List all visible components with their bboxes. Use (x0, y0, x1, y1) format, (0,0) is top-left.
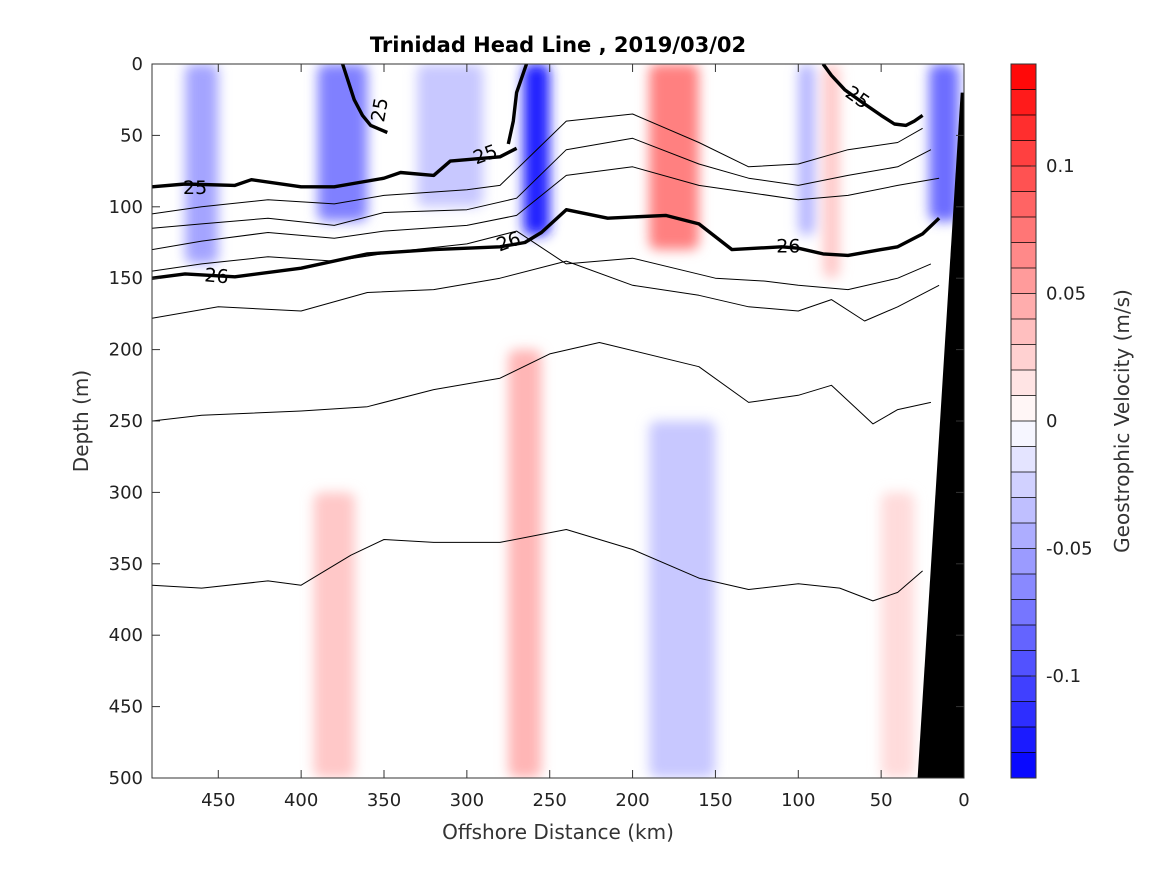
colorbar-cell (1011, 140, 1036, 167)
colorbar-tick-label: 0 (1046, 411, 1057, 432)
colorbar-cell (1011, 370, 1036, 396)
colorbar-cell (1011, 446, 1036, 473)
colorbar-cell (1011, 268, 1036, 294)
colorbar-cell (1011, 293, 1036, 320)
colorbar-cell (1011, 217, 1036, 243)
colorbar-cell (1011, 115, 1036, 141)
y-tick-label: 50 (120, 125, 143, 146)
velocity-patch (881, 492, 915, 778)
x-tick-label: 0 (958, 790, 969, 811)
x-tick-label: 400 (284, 790, 318, 811)
velocity-patch (798, 64, 815, 236)
y-tick-label: 300 (109, 482, 143, 503)
bottom-mask (917, 92, 964, 778)
colorbar-cell (1011, 752, 1036, 779)
colorbar-label: Geostrophic Velocity (m/s) (1110, 289, 1134, 553)
colorbar-cell (1011, 625, 1036, 651)
contour-line (152, 113, 923, 215)
x-tick-label: 350 (367, 790, 401, 811)
plot-background (152, 64, 964, 778)
contour-line (152, 230, 932, 291)
colorbar-tick-label: 0.05 (1046, 284, 1086, 305)
colorbar-cell (1011, 497, 1036, 524)
colorbar-cell (1011, 89, 1036, 116)
velocity-patch (508, 349, 542, 778)
contour-line-bold (340, 64, 388, 135)
y-axis-ticks: 0 50 100 150 200 250 300 350 400 450 500 (109, 54, 964, 789)
contour-line-bold (152, 146, 518, 189)
contour-line-bold (506, 64, 529, 145)
y-tick-label: 400 (109, 625, 143, 646)
x-axis-label: Offshore Distance (km) (442, 820, 674, 844)
velocity-patch (185, 64, 219, 264)
colorbar-cell (1011, 64, 1036, 90)
contour-label: 26 (204, 264, 230, 288)
contour-label-group: 25 (183, 177, 207, 199)
y-tick-label: 450 (109, 697, 143, 718)
colorbar-cell (1011, 421, 1036, 447)
colorbar-cell (1011, 650, 1036, 677)
x-tick-label: 100 (781, 790, 815, 811)
colorbar-cell (1011, 701, 1036, 728)
contour-line (152, 342, 932, 425)
colorbar-cell (1011, 727, 1036, 753)
plot-area (152, 64, 964, 778)
contour-label: 26 (776, 235, 800, 257)
y-tick-label: 250 (109, 411, 143, 432)
contour-line (152, 166, 940, 251)
contour-label-group: 25 (367, 96, 393, 124)
x-tick-label: 300 (450, 790, 484, 811)
colorbar-cell (1011, 319, 1036, 345)
colorbar-cell (1011, 523, 1036, 549)
y-tick-label: 500 (109, 768, 143, 789)
x-tick-label: 200 (615, 790, 649, 811)
velocity-patch (823, 64, 840, 279)
velocity-patch (313, 492, 355, 778)
colorbar-cell (1011, 676, 1036, 702)
colorbar-cell (1011, 166, 1036, 192)
colorbar-cell (1011, 599, 1036, 626)
colorbar-cell (1011, 574, 1036, 600)
x-tick-label: 150 (698, 790, 732, 811)
x-axis-ticks: 450 400 350 300 250 200 150 100 50 0 (201, 64, 970, 811)
colorbar-cell (1011, 191, 1036, 218)
y-tick-label: 350 (109, 554, 143, 575)
colorbar-tick-label: -0.1 (1046, 666, 1081, 687)
contour-label: 25 (367, 96, 393, 124)
colorbar-cell (1011, 242, 1036, 269)
chart-title: Trinidad Head Line , 2019/03/02 (370, 33, 746, 57)
colorbar-cell (1011, 395, 1036, 422)
colorbar-tick-label: -0.05 (1046, 539, 1093, 560)
contour-label-group: 26 (776, 235, 800, 257)
y-tick-label: 100 (109, 197, 143, 218)
colorbar-cell (1011, 548, 1036, 575)
colorbar-ticks: 0.1 0.05 0 -0.05 -0.1 (1031, 156, 1093, 687)
y-tick-label: 150 (109, 268, 143, 289)
bathymetry-mask (917, 92, 964, 778)
x-tick-label: 50 (870, 790, 893, 811)
colorbar-cell (1011, 344, 1036, 371)
contour-line-bold (821, 64, 924, 128)
y-tick-label: 0 (132, 54, 143, 75)
contour-line (152, 260, 940, 322)
contour-line (152, 137, 932, 229)
colorbar-tick-label: 0.1 (1046, 156, 1075, 177)
contour-line (152, 529, 923, 602)
colorbar (1010, 63, 1037, 779)
contour-label: 25 (183, 177, 207, 199)
y-tick-label: 200 (109, 340, 143, 361)
velocity-patch (649, 421, 716, 778)
x-tick-label: 450 (201, 790, 235, 811)
velocity-patch (929, 64, 960, 222)
velocity-patch (417, 64, 484, 207)
isopycnal-contours (152, 64, 941, 602)
x-tick-label: 250 (533, 790, 567, 811)
contour-label-group: 26 (204, 264, 230, 288)
velocity-patch (317, 64, 368, 222)
velocity-patch (649, 64, 699, 250)
colorbar-cell (1011, 472, 1036, 498)
y-axis-label: Depth (m) (69, 370, 93, 472)
